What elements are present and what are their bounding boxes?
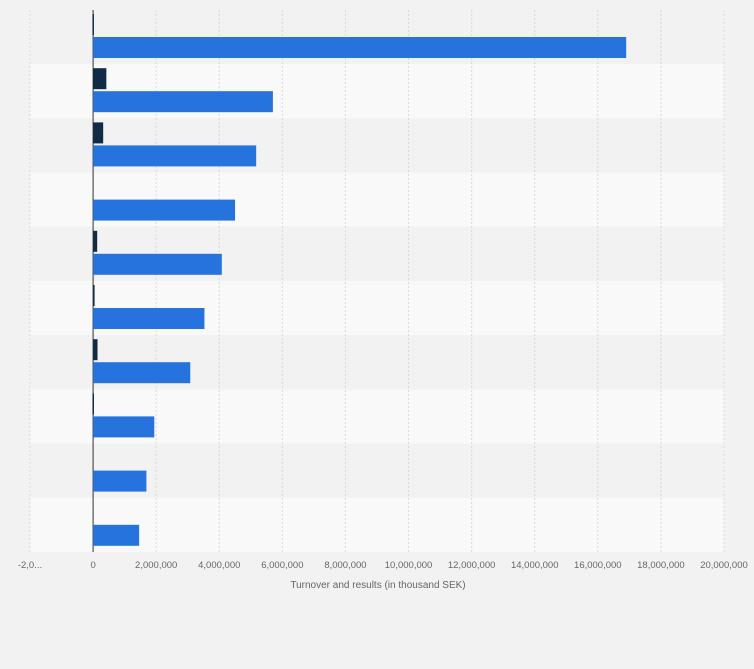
x-tick-label: 6,000,000 xyxy=(261,560,303,571)
x-tick-label: 4,000,000 xyxy=(198,560,240,571)
x-tick-label: 16,000,000 xyxy=(574,560,622,571)
bar-series-1[interactable] xyxy=(93,230,98,252)
x-tick-label: 14,000,000 xyxy=(511,560,559,571)
bar-series-1[interactable] xyxy=(93,122,104,144)
bar-series-2[interactable] xyxy=(93,37,627,58)
x-tick-label: 18,000,000 xyxy=(637,560,685,571)
bar-series-2[interactable] xyxy=(93,145,257,167)
bar-series-1[interactable] xyxy=(93,285,95,306)
x-tick-label: 12,000,000 xyxy=(448,560,496,571)
x-axis-ticks: -2,0... 0 2,000,000 4,000,000 6,000,000 8,000… xyxy=(18,560,748,571)
bar-series-1[interactable] xyxy=(92,393,94,415)
bar-series-2[interactable] xyxy=(93,362,191,384)
bar-series-1[interactable] xyxy=(93,68,107,90)
row-band xyxy=(30,497,724,552)
x-tick-label: 2,000,000 xyxy=(135,560,177,571)
bars xyxy=(92,14,627,546)
bar-series-1[interactable] xyxy=(92,14,94,35)
bar-series-2[interactable] xyxy=(93,416,155,438)
bar-series-2[interactable] xyxy=(93,199,236,221)
x-tick-label: -2,0... xyxy=(18,560,42,571)
x-tick-label: 8,000,000 xyxy=(324,560,366,571)
x-tick-label: 10,000,000 xyxy=(385,560,433,571)
bar-series-1[interactable] xyxy=(93,339,98,361)
bar-series-2[interactable] xyxy=(93,308,205,329)
x-axis-title: Turnover and results (in thousand SEK) xyxy=(290,580,465,591)
bar-series-2[interactable] xyxy=(93,253,222,275)
x-tick-label: 20,000,000 xyxy=(700,560,748,571)
x-tick-label: 0 xyxy=(90,560,95,571)
bar-series-2[interactable] xyxy=(93,524,140,546)
bar-series-2[interactable] xyxy=(93,91,273,113)
bar-series-2[interactable] xyxy=(93,470,147,492)
